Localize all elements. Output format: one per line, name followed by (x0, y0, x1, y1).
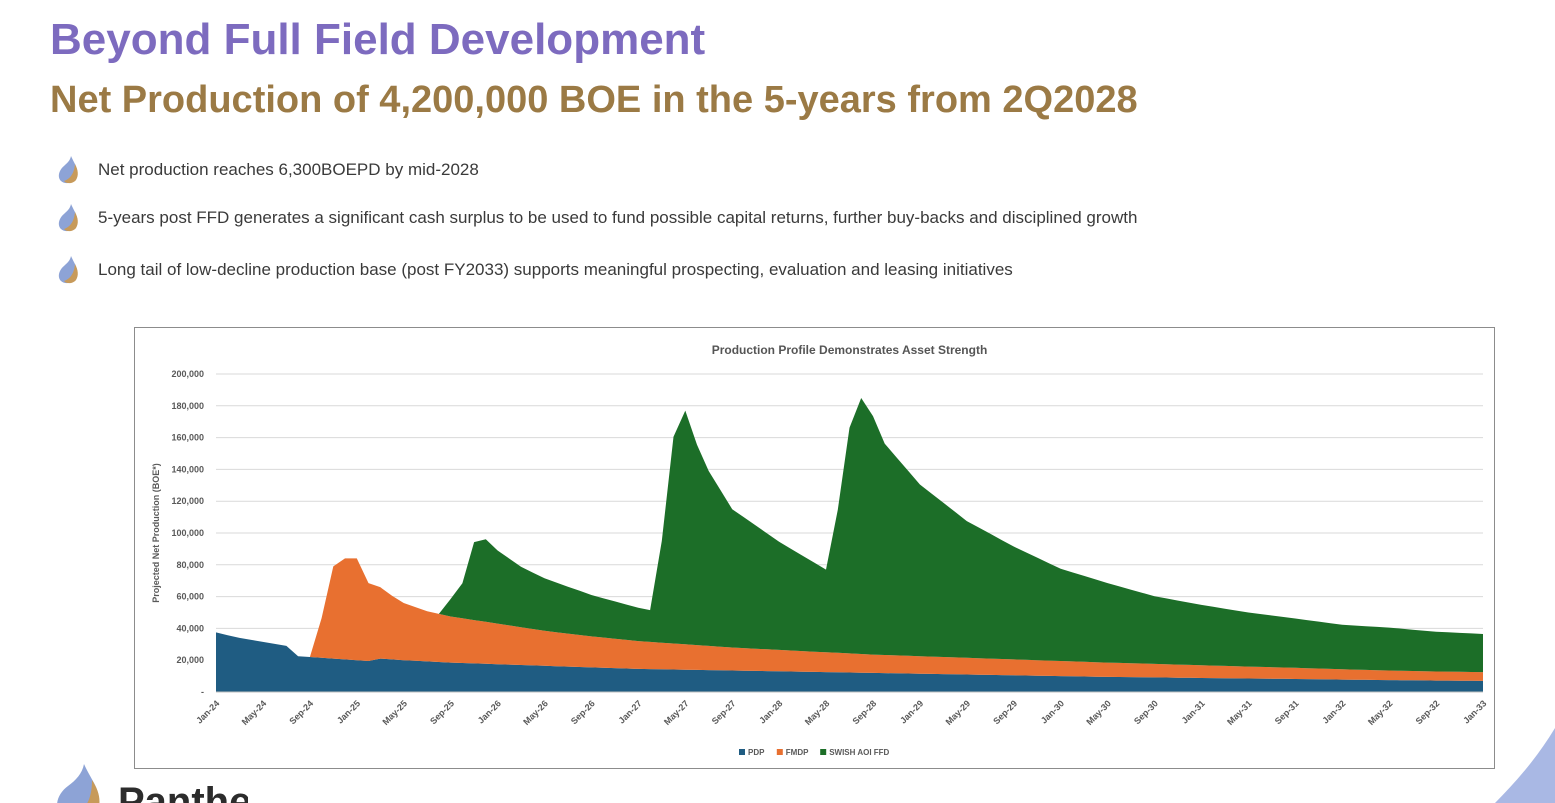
flame-drop-logo (57, 764, 100, 803)
x-tick-label: Jan-32 (1320, 698, 1347, 725)
x-tick-label: Sep-28 (850, 698, 878, 726)
x-tick-label: Jan-29 (898, 698, 925, 725)
y-tick-label: 120,000 (171, 496, 204, 506)
y-tick-label: - (201, 687, 204, 697)
x-tick-label: May-32 (1366, 698, 1395, 727)
bullet-text: Net production reaches 6,300BOEPD by mid… (98, 160, 479, 179)
x-tick-label: May-31 (1225, 698, 1254, 727)
x-tick-label: Jan-33 (1461, 698, 1488, 725)
x-tick-label: Jan-24 (194, 698, 221, 725)
bullet-item: Net production reaches 6,300BOEPD by mid… (55, 155, 479, 185)
production-chart: Production Profile Demonstrates Asset St… (134, 327, 1495, 769)
logo-text: Pantheon (118, 780, 248, 803)
chart-title: Production Profile Demonstrates Asset St… (712, 343, 988, 357)
flame-drop-icon (58, 256, 78, 284)
x-tick-label: Sep-24 (287, 698, 315, 726)
x-tick-label: May-29 (944, 698, 973, 727)
x-tick-label: May-25 (380, 698, 409, 727)
y-tick-label: 100,000 (171, 528, 204, 538)
y-tick-label: 40,000 (176, 623, 204, 633)
bullet-text: Long tail of low-decline production base… (98, 260, 1013, 279)
x-tick-label: Sep-30 (1132, 698, 1160, 726)
x-tick-label: Jan-28 (757, 698, 784, 725)
legend-label: FMDP (786, 748, 809, 757)
x-tick-label: May-26 (521, 698, 550, 727)
x-tick-label: Sep-27 (710, 698, 738, 726)
x-tick-label: Jan-31 (1180, 698, 1207, 725)
legend-label: SWISH AOI FFD (829, 748, 889, 757)
x-tick-label: Sep-32 (1414, 698, 1442, 726)
page-title: Beyond Full Field Development (50, 15, 706, 64)
x-tick-label: Jan-25 (335, 698, 362, 725)
x-tick-label: May-24 (240, 698, 269, 727)
x-tick-label: Jan-26 (476, 698, 503, 725)
y-tick-label: 20,000 (176, 655, 204, 665)
y-axis-label: Projected Net Production (BOE*) (151, 463, 161, 603)
y-tick-label: 200,000 (171, 369, 204, 379)
legend-swatch (776, 749, 783, 755)
legend-swatch (820, 749, 827, 755)
legend-swatch (739, 749, 745, 755)
y-tick-label: 80,000 (176, 560, 204, 570)
flame-drop-icon (58, 156, 78, 184)
x-tick-label: Jan-30 (1039, 698, 1066, 725)
y-tick-label: 140,000 (171, 464, 204, 474)
bullet-item: 5-years post FFD generates a significant… (55, 203, 1137, 233)
corner-decoration (1495, 728, 1555, 803)
area-fmdp (216, 558, 1483, 681)
bullet-item: Long tail of low-decline production base… (55, 255, 1013, 285)
flame-drop-icon (58, 204, 78, 232)
legend-label: PDP (748, 748, 765, 757)
x-tick-label: Jan-27 (617, 698, 644, 725)
x-tick-label: Sep-29 (991, 698, 1019, 726)
company-logo: Pantheon (48, 760, 248, 803)
y-tick-label: 160,000 (171, 433, 204, 443)
area-swish-aoi-ffd (216, 398, 1483, 673)
page-subtitle: Net Production of 4,200,000 BOE in the 5… (50, 79, 1138, 121)
x-tick-label: May-28 (803, 698, 832, 727)
x-tick-label: Sep-26 (569, 698, 597, 726)
y-tick-label: 180,000 (171, 401, 204, 411)
x-tick-label: Sep-25 (428, 698, 456, 726)
x-tick-label: May-30 (1084, 698, 1113, 727)
x-tick-label: Sep-31 (1273, 698, 1301, 726)
chart-canvas: Production Profile Demonstrates Asset St… (151, 343, 1488, 757)
area-pdp (216, 632, 1483, 692)
x-tick-label: May-27 (662, 698, 691, 727)
bullet-text: 5-years post FFD generates a significant… (98, 208, 1138, 227)
y-tick-label: 60,000 (176, 592, 204, 602)
